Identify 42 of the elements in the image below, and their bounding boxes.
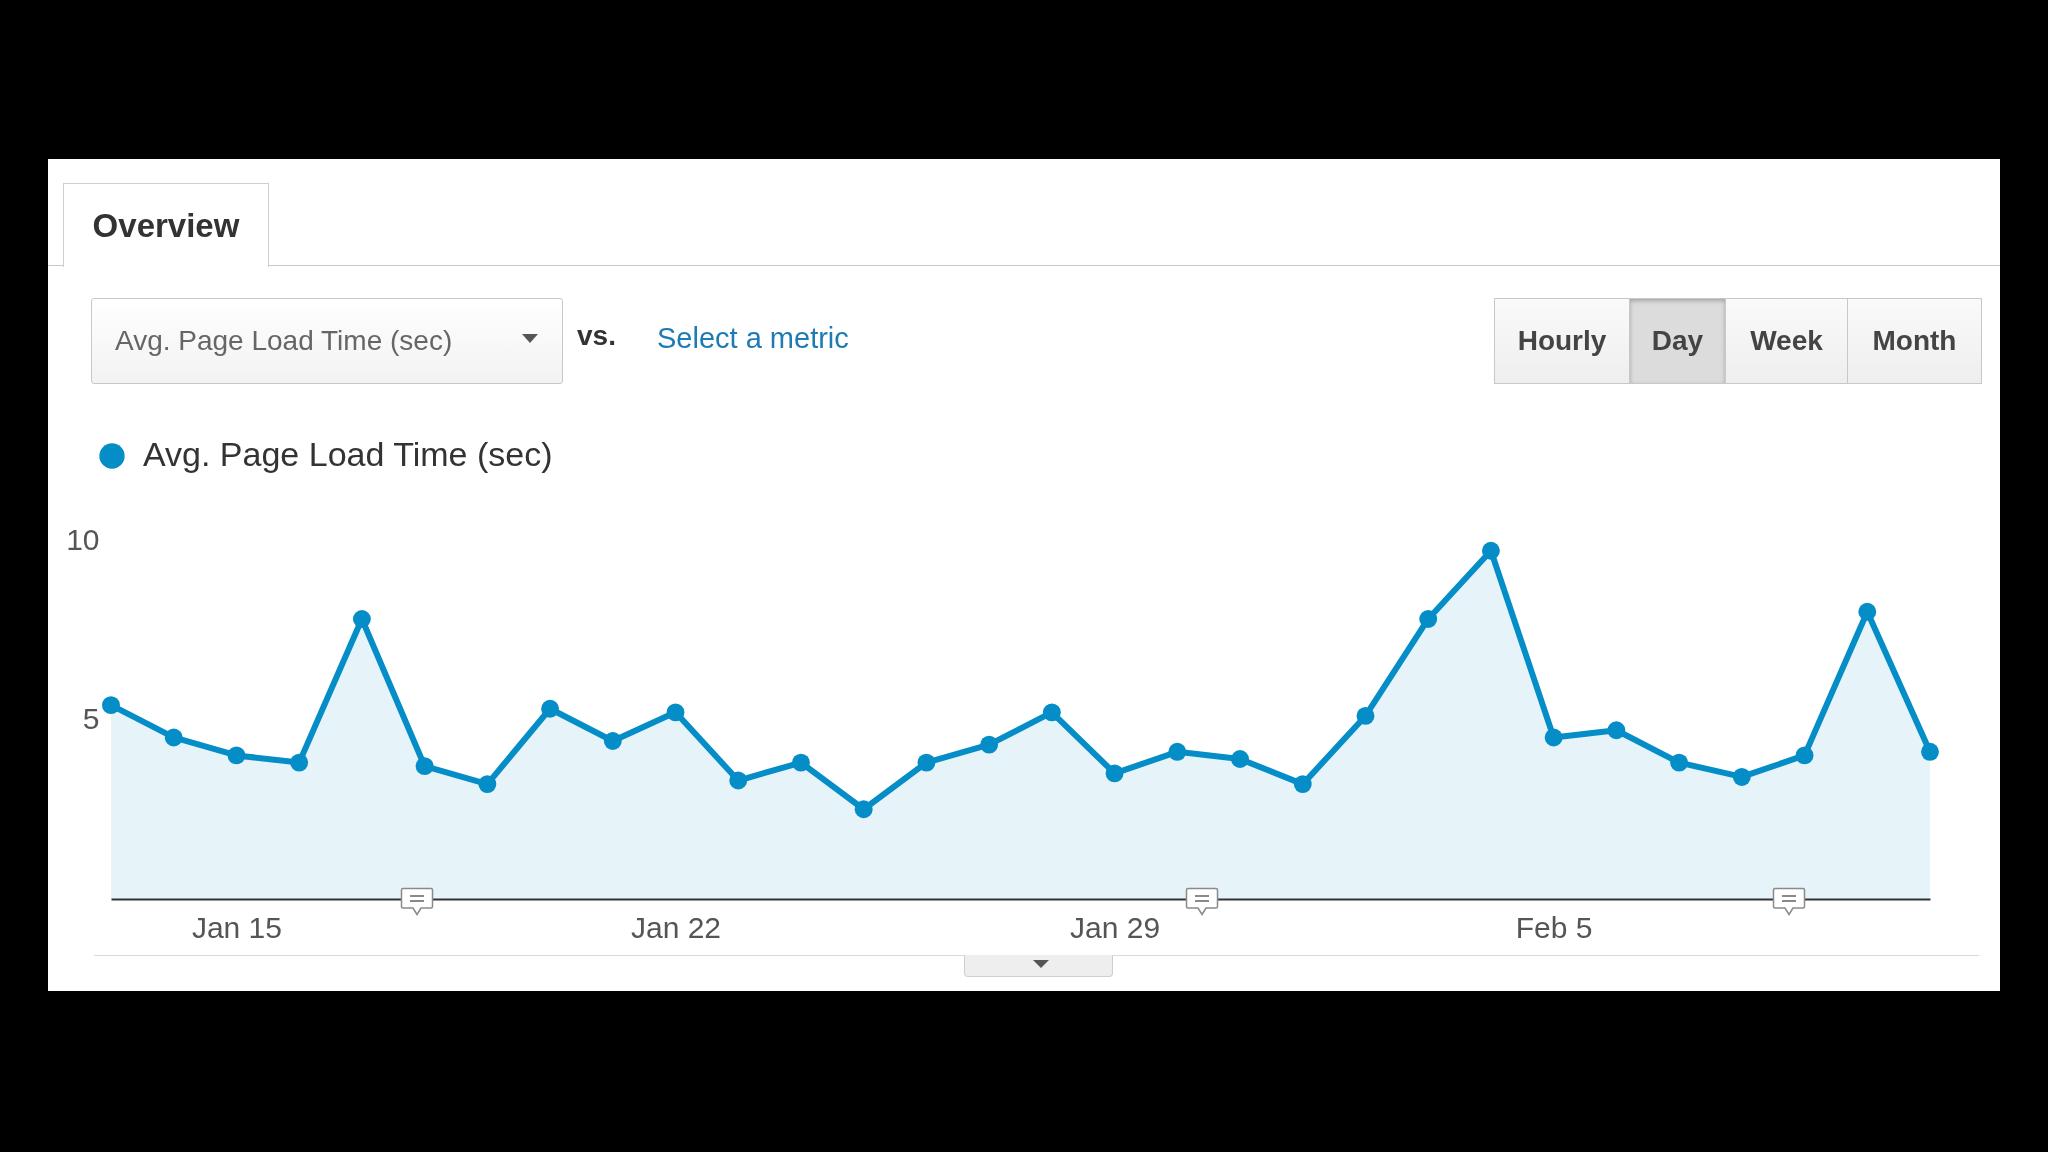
point [1419, 610, 1438, 628]
point [290, 753, 309, 772]
period-button[interactable]: Week [1725, 298, 1848, 384]
period-button[interactable]: Hourly [1494, 298, 1630, 384]
point [1293, 775, 1312, 794]
metric-link[interactable]: Select a metric [657, 322, 849, 355]
point [729, 771, 748, 790]
point [917, 753, 936, 772]
period-button[interactable]: Day [1629, 298, 1726, 384]
point [415, 757, 434, 776]
point [1042, 703, 1061, 722]
point [1670, 753, 1689, 772]
point [854, 800, 873, 819]
tab[interactable]: Overview [63, 183, 269, 267]
point [1858, 602, 1877, 621]
point [1356, 706, 1375, 725]
x-tick-label: Jan 22 [630, 910, 722, 944]
point [1607, 721, 1626, 740]
point [164, 728, 183, 747]
point [1105, 764, 1124, 783]
point [1481, 541, 1500, 560]
y-tick-label: 5 [82, 702, 100, 735]
point [1795, 746, 1814, 765]
point [980, 735, 999, 754]
point [1732, 768, 1751, 786]
point [666, 703, 685, 722]
point [603, 732, 622, 750]
y-tick-label: 10 [66, 522, 100, 556]
point [541, 699, 560, 718]
metric-dropdown[interactable]: Avg. Page Load Time (sec) [91, 298, 563, 384]
point [352, 610, 371, 628]
point [102, 696, 120, 715]
point [1231, 750, 1249, 768]
legend-label: Avg. Page Load Time (sec) [143, 435, 553, 473]
x-tick-label: Jan 29 [1070, 910, 1161, 944]
x-tick-label: Jan 15 [191, 910, 282, 944]
point [478, 775, 497, 794]
collapse-handle[interactable] [964, 955, 1113, 977]
point [792, 753, 810, 772]
x-tick-label: Feb 5 [1515, 910, 1593, 944]
period-button[interactable]: Month [1847, 298, 1982, 384]
text: vs. [577, 320, 616, 352]
